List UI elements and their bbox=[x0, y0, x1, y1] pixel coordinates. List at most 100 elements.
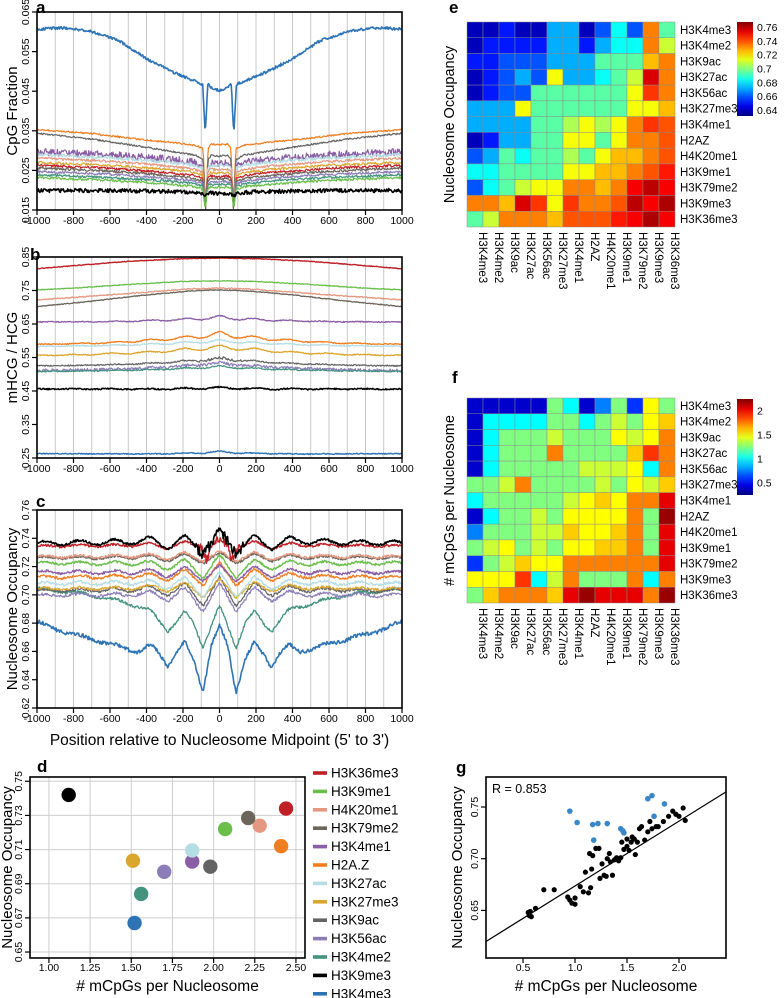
heatmap-col-label: H3K36me3 bbox=[668, 608, 680, 666]
data-point bbox=[676, 813, 682, 819]
heatmap-cell bbox=[578, 21, 596, 38]
heatmap-cell bbox=[546, 163, 564, 180]
heatmap-cell bbox=[466, 84, 484, 102]
heatmap-cell bbox=[562, 429, 580, 446]
heatmap-cell bbox=[594, 508, 612, 525]
heatmap-cell bbox=[658, 195, 676, 212]
series-line-H3K9ac bbox=[36, 356, 403, 367]
heatmap-col-label: H3K4me1 bbox=[572, 608, 584, 659]
y-tick-label: 0.65 bbox=[20, 314, 32, 335]
heatmap-cell bbox=[466, 460, 484, 478]
heatmap-cell bbox=[626, 460, 644, 478]
heatmap-cell bbox=[642, 147, 660, 165]
heatmap-row-label: H3K79me2 bbox=[680, 559, 738, 571]
heatmap-cell bbox=[658, 587, 676, 604]
heatmap-cell bbox=[642, 69, 660, 86]
data-point bbox=[551, 887, 557, 893]
heatmap-cell bbox=[626, 587, 644, 604]
data-point-highlight bbox=[651, 813, 657, 820]
y-tick-label: 0.70 bbox=[469, 848, 481, 869]
heatmap-col-label: H3K9ac bbox=[508, 608, 520, 649]
series-line-H3K9ac bbox=[36, 575, 403, 608]
heatmap-cell bbox=[482, 163, 500, 180]
data-point bbox=[632, 851, 638, 858]
x-tick-label: 1000 bbox=[390, 713, 414, 725]
heatmap-cell bbox=[530, 84, 548, 102]
heatmap-cell bbox=[482, 84, 500, 102]
x-tick-label: 2.0 bbox=[672, 962, 687, 974]
y-tick-label: 0.76 bbox=[20, 500, 32, 521]
data-point bbox=[596, 845, 602, 851]
heatmap-cell bbox=[466, 132, 484, 149]
heatmap-cell bbox=[546, 571, 564, 588]
colorbar-tick-label: 1.5 bbox=[757, 430, 772, 442]
heatmap-cell bbox=[546, 37, 564, 54]
heatmap-cell bbox=[498, 147, 516, 165]
heatmap-cell bbox=[514, 179, 532, 196]
heatmap-cell bbox=[530, 69, 548, 86]
heatmap-cell bbox=[626, 413, 644, 430]
heatmap-cell bbox=[562, 53, 580, 70]
heatmap-cell bbox=[562, 523, 580, 541]
heatmap-cell bbox=[626, 195, 644, 212]
series-line-H3K27ac bbox=[36, 152, 403, 205]
heatmap-cell bbox=[626, 397, 644, 414]
series-line-H4K20me1 bbox=[36, 550, 403, 564]
heatmap-cell bbox=[642, 53, 660, 70]
heatmap-row-label: H3K4me3 bbox=[680, 401, 731, 413]
series-line-H4K20me1 bbox=[36, 156, 403, 205]
data-point bbox=[572, 901, 578, 907]
data-point bbox=[541, 887, 547, 893]
heatmap-cell bbox=[642, 460, 660, 478]
series-line-H3K9me3 bbox=[36, 187, 403, 198]
heatmap-cell bbox=[482, 195, 500, 212]
heatmap-cell bbox=[610, 116, 628, 133]
data-point bbox=[682, 817, 688, 824]
series-line-H2A.Z bbox=[36, 560, 403, 587]
y-tick-label: 0.75 bbox=[469, 797, 481, 818]
x-tick-label: -600 bbox=[99, 463, 120, 475]
colorbar-tick-label: 0.76 bbox=[757, 22, 778, 34]
series-line-H2A.Z bbox=[36, 330, 403, 346]
series-line-H3K4me2 bbox=[36, 173, 403, 207]
legend-label-H3K36me3: H3K36me3 bbox=[331, 766, 399, 781]
heatmap-cell bbox=[610, 195, 628, 212]
heatmap-cell bbox=[562, 100, 580, 117]
series-line-H3K27ac bbox=[36, 571, 403, 598]
heatmap-row-label: H2AZ bbox=[680, 135, 709, 147]
heatmap-cell bbox=[626, 21, 644, 38]
heatmap-cell bbox=[514, 555, 532, 572]
heatmap-cell bbox=[610, 211, 628, 228]
data-point bbox=[527, 908, 533, 915]
heatmap-cell bbox=[642, 397, 660, 414]
data-point-highlight bbox=[661, 801, 668, 807]
heatmap-cell bbox=[594, 53, 612, 70]
heatmap-cell bbox=[578, 132, 596, 149]
legend-label-H3K4me1: H3K4me1 bbox=[331, 839, 391, 854]
y-tick-label: 0.75 bbox=[20, 280, 32, 301]
series-line-H3K9ac bbox=[36, 132, 403, 210]
heatmap-cell bbox=[530, 100, 548, 117]
series-line-H3K27me3 bbox=[36, 344, 403, 357]
heatmap-cell bbox=[626, 508, 644, 525]
heatmap-cell bbox=[530, 476, 548, 493]
heatmap-cell bbox=[530, 211, 548, 228]
heatmap-cell bbox=[546, 539, 564, 556]
x-tick-label: 0 bbox=[217, 463, 223, 475]
data-point-highlight bbox=[589, 821, 596, 828]
y-tick-label: 0.62 bbox=[20, 698, 32, 719]
heatmap-cell bbox=[466, 445, 484, 462]
heatmap-cell bbox=[546, 147, 564, 165]
heatmap-cell bbox=[642, 571, 660, 588]
heatmap-cell bbox=[562, 116, 580, 133]
y-axis-title: Nucleosome Occupancy bbox=[4, 527, 21, 690]
heatmap-cell bbox=[578, 116, 596, 133]
heatmap-cell bbox=[642, 116, 660, 133]
heatmap-cell bbox=[482, 587, 500, 604]
heatmap-cell bbox=[482, 429, 500, 446]
heatmap-col-label: H3K4me3 bbox=[476, 608, 488, 659]
heatmap-cell bbox=[626, 211, 644, 228]
heatmap-cell bbox=[626, 37, 644, 54]
data-point-highlight bbox=[574, 819, 580, 826]
series-line-H3K9me1 bbox=[36, 553, 402, 580]
